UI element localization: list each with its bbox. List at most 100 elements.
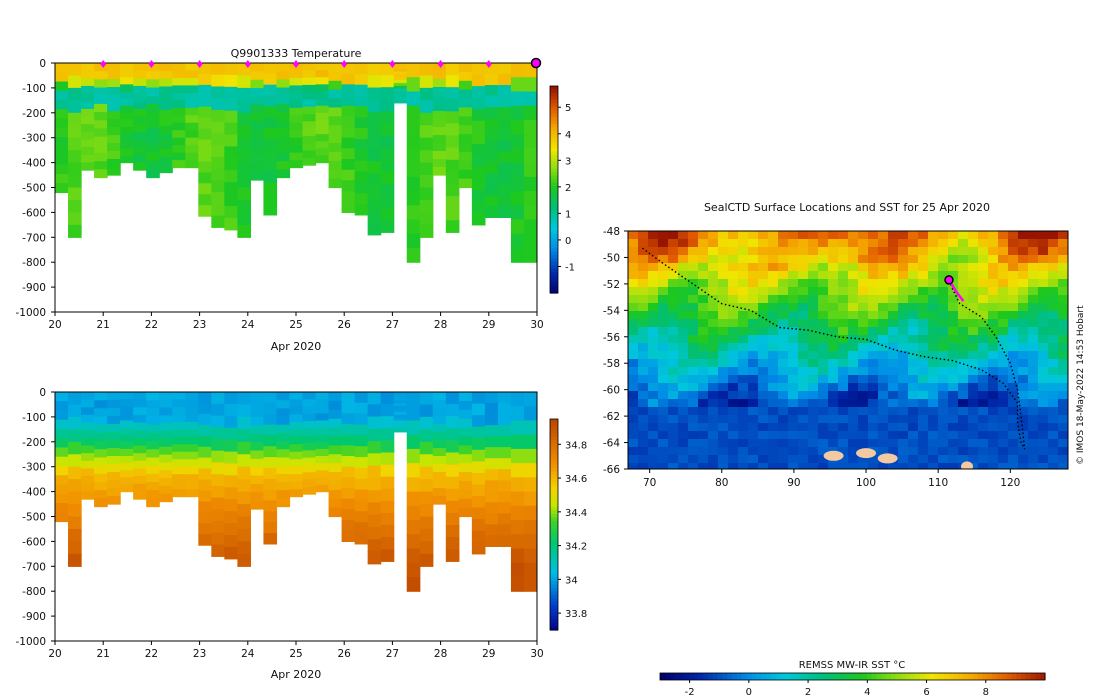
- temperature-profile-cell: [133, 116, 147, 125]
- salinity-profile-cell: [224, 535, 238, 548]
- salinity-profile-cell: [133, 422, 147, 431]
- sst-cell: [918, 415, 929, 424]
- sst-colorbar-cell: [761, 673, 767, 680]
- salinity-profile-cell: [471, 542, 486, 555]
- sst-cell: [878, 439, 889, 448]
- temperature-profile-cell: [224, 110, 238, 124]
- salinity-profile-cell: [289, 489, 304, 498]
- sst-cell: [758, 271, 769, 280]
- sst-cell: [1018, 327, 1029, 336]
- temperature-profile-cell: [68, 162, 82, 176]
- sst-cell: [1038, 359, 1049, 368]
- sst-cell: [668, 383, 679, 392]
- sst-cell: [758, 391, 769, 400]
- sst-colorbar-cell: [968, 673, 974, 680]
- sst-cell: [678, 279, 689, 288]
- sst-cell: [738, 359, 749, 368]
- sst-cell: [728, 351, 739, 360]
- sst-cell: [898, 271, 909, 280]
- sst-cell: [728, 255, 739, 264]
- sst-cell: [878, 463, 889, 469]
- sst-cell: [778, 319, 789, 328]
- temperature-profile-cell: [497, 184, 512, 196]
- salinity-profile-cell: [185, 466, 199, 475]
- sst-cell: [768, 367, 779, 376]
- sst-cell: [908, 295, 919, 304]
- sst-cell: [1008, 391, 1019, 400]
- sst-cell: [908, 431, 919, 440]
- temperature-y-tick-label: -300: [22, 133, 46, 145]
- salinity-profile-cell: [328, 498, 343, 509]
- sst-cell: [688, 231, 699, 240]
- sst-cell: [858, 295, 869, 304]
- temperature-colorbar-cell: [550, 92, 558, 97]
- temperature-profile-cell: [185, 92, 199, 101]
- temperature-profile-cell: [510, 219, 525, 235]
- salinity-profile-cell: [263, 500, 278, 512]
- surface-marker: [148, 60, 155, 68]
- salinity-colorbar-cell: [550, 513, 558, 519]
- sst-cell: [838, 287, 849, 296]
- temperature-profile-cell: [237, 100, 252, 114]
- salinity-profile-cell: [354, 467, 369, 480]
- sst-cell: [778, 231, 789, 240]
- sst-cell: [718, 407, 729, 416]
- sst-cell: [918, 383, 929, 392]
- sst-x-tick-label: 110: [928, 477, 948, 489]
- sst-cell: [848, 287, 859, 296]
- salinity-profile-cell: [419, 504, 434, 518]
- sst-cell: [868, 375, 879, 384]
- sst-cell: [1028, 343, 1039, 352]
- sst-cell: [958, 311, 969, 320]
- salinity-profile-cell: [146, 441, 160, 450]
- temperature-profile-cell: [497, 74, 512, 86]
- salinity-profile-cell: [302, 443, 317, 451]
- sst-colorbar-cell: [833, 673, 839, 680]
- sst-cell: [678, 383, 689, 392]
- temperature-profile-cell: [107, 143, 121, 152]
- sst-cell: [828, 279, 839, 288]
- salinity-profile-cell: [497, 447, 512, 459]
- sst-cell: [998, 311, 1009, 320]
- sst-cell: [898, 343, 909, 352]
- temperature-profile-cell: [432, 103, 447, 112]
- temperature-profile-cell: [237, 75, 252, 89]
- salinity-profile-cell: [172, 399, 186, 408]
- sst-colorbar-cell: [809, 673, 815, 680]
- salinity-profile-cell: [120, 434, 134, 443]
- sst-y-tick-label: -50: [603, 252, 620, 264]
- sst-colorbar-cell: [660, 673, 666, 680]
- sst-cell: [828, 367, 839, 376]
- sst-cell: [738, 239, 749, 248]
- temperature-profile-cell: [224, 134, 238, 148]
- sst-cell: [758, 279, 769, 288]
- salinity-colorbar-cell: [550, 570, 558, 575]
- sst-cell: [1008, 263, 1019, 272]
- sst-cell: [968, 319, 979, 328]
- salinity-profile-cell: [458, 400, 473, 411]
- salinity-profile-cell: [237, 516, 252, 530]
- sst-cell: [758, 255, 769, 264]
- salinity-profile-cell: [107, 448, 121, 457]
- salinity-profile-cell: [380, 416, 395, 429]
- temperature-y-tick-label: -200: [22, 108, 46, 120]
- sst-cell: [888, 239, 899, 248]
- sst-cell: [758, 375, 769, 384]
- sst-cell: [918, 311, 929, 320]
- sst-cell: [668, 463, 679, 469]
- sst-cell: [848, 263, 859, 272]
- sst-cell: [758, 247, 769, 256]
- temperature-y-tick-label: -600: [22, 207, 46, 219]
- sst-cell: [708, 431, 719, 440]
- sst-cell: [928, 327, 939, 336]
- surface-marker: [437, 60, 444, 68]
- salinity-profile-cell: [419, 479, 434, 493]
- sst-cell: [788, 447, 799, 456]
- temperature-profile-cell: [276, 169, 291, 179]
- sst-colorbar-label: REMSS MW-IR SST °C: [799, 660, 906, 671]
- sst-cell: [658, 359, 669, 368]
- salinity-colorbar-cell: [550, 422, 558, 427]
- sst-cell: [998, 287, 1009, 296]
- salinity-profile-cell: [432, 424, 447, 433]
- sst-cell: [748, 359, 759, 368]
